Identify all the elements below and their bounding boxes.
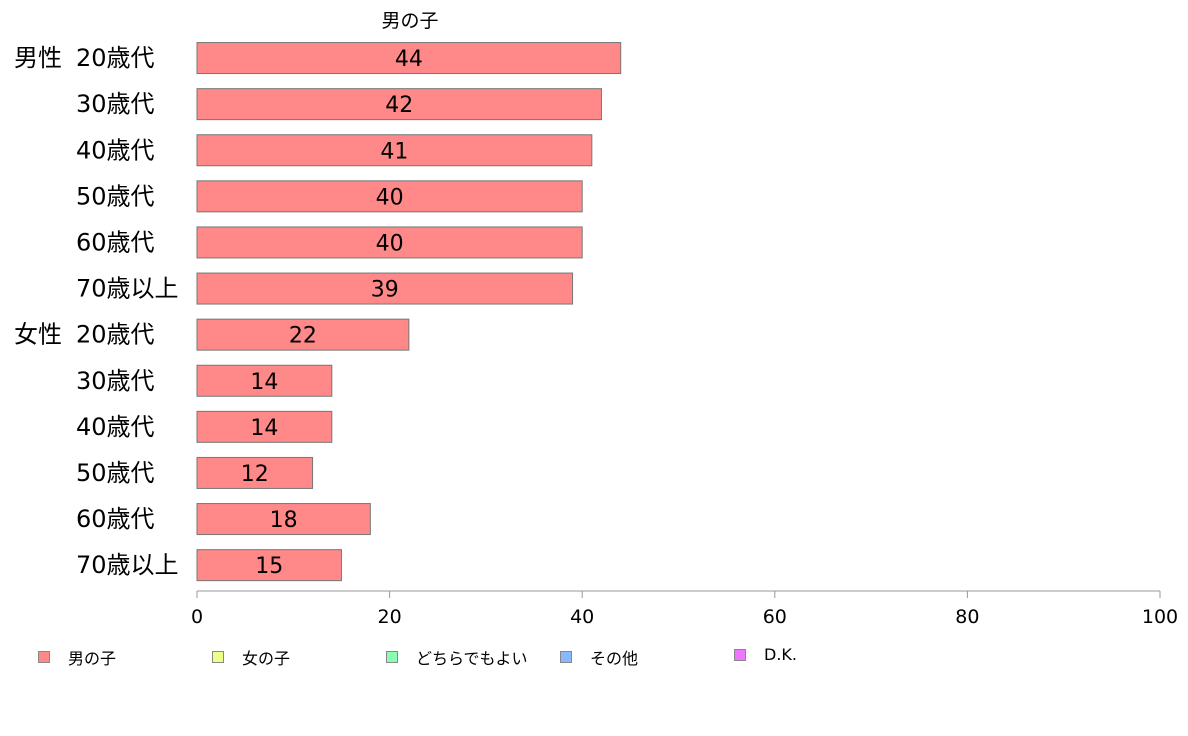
bar-value-label: 44 — [395, 47, 423, 72]
bar — [196, 88, 602, 121]
x-tick-label: 100 — [1142, 606, 1178, 628]
category-label: 70歳以上 — [76, 275, 179, 303]
legend-item-boy: 男の子 — [38, 645, 116, 669]
legend-item-either: どちらでもよい — [386, 645, 528, 669]
bar — [196, 226, 583, 259]
legend-item-dk: D.K. — [734, 645, 797, 664]
bar-value-label: 15 — [255, 554, 283, 579]
category-label: 60歳代 — [76, 228, 155, 256]
bar — [196, 318, 410, 351]
category-label: 60歳代 — [76, 505, 155, 533]
category-label: 50歳代 — [76, 459, 155, 487]
category-label: 50歳代 — [76, 182, 155, 210]
bar — [196, 180, 583, 213]
group-label: 男性 — [14, 44, 62, 72]
x-tick-label: 20 — [378, 606, 402, 628]
legend-item-girl: 女の子 — [212, 645, 290, 669]
bar — [196, 134, 593, 167]
legend-label: どちらでもよい — [416, 649, 528, 668]
series-title: 男の子 — [381, 10, 439, 32]
legend-swatch — [734, 648, 746, 661]
group-label: 女性 — [14, 321, 62, 349]
bar-value-label: 22 — [289, 324, 317, 349]
bar — [196, 272, 574, 305]
bar-value-label: 40 — [376, 231, 404, 256]
bar-value-label: 14 — [250, 416, 278, 441]
bar-value-label: 14 — [250, 370, 278, 395]
bar — [196, 42, 622, 75]
x-tick-label: 80 — [955, 606, 979, 628]
bar-value-label: 12 — [241, 462, 269, 487]
category-label: 20歳代 — [76, 44, 155, 72]
legend-swatch — [38, 651, 50, 663]
x-tick-label: 0 — [191, 606, 203, 628]
legend-swatch — [386, 651, 398, 663]
bar-value-label: 40 — [376, 185, 404, 210]
bar-value-label: 41 — [380, 139, 408, 164]
bar — [196, 410, 333, 443]
x-tick-label: 40 — [570, 606, 594, 628]
category-label: 30歳代 — [76, 367, 155, 395]
legend-label: D.K. — [764, 645, 797, 664]
category-label: 70歳以上 — [76, 551, 179, 579]
legend-label: 女の子 — [242, 649, 291, 668]
legend-label: 男の子 — [68, 649, 117, 668]
bar-value-label: 39 — [371, 278, 399, 303]
bar-value-label: 42 — [385, 93, 413, 118]
legend-swatch — [212, 651, 224, 663]
x-tick-label: 60 — [763, 606, 787, 628]
bar — [196, 549, 342, 582]
bar — [196, 364, 333, 397]
bar-chart: 4420歳代男性4230歳代4140歳代4050歳代4060歳代3970歳以上2… — [14, 42, 1178, 628]
legend-label: その他 — [590, 649, 639, 668]
category-label: 20歳代 — [76, 321, 155, 349]
category-label: 30歳代 — [76, 90, 155, 118]
category-label: 40歳代 — [76, 413, 155, 441]
legend-swatch — [560, 651, 572, 663]
bar-value-label: 18 — [270, 508, 298, 533]
bar — [196, 456, 314, 489]
bar — [196, 503, 371, 536]
legend-item-other: その他 — [560, 645, 638, 669]
category-label: 40歳代 — [76, 136, 155, 164]
